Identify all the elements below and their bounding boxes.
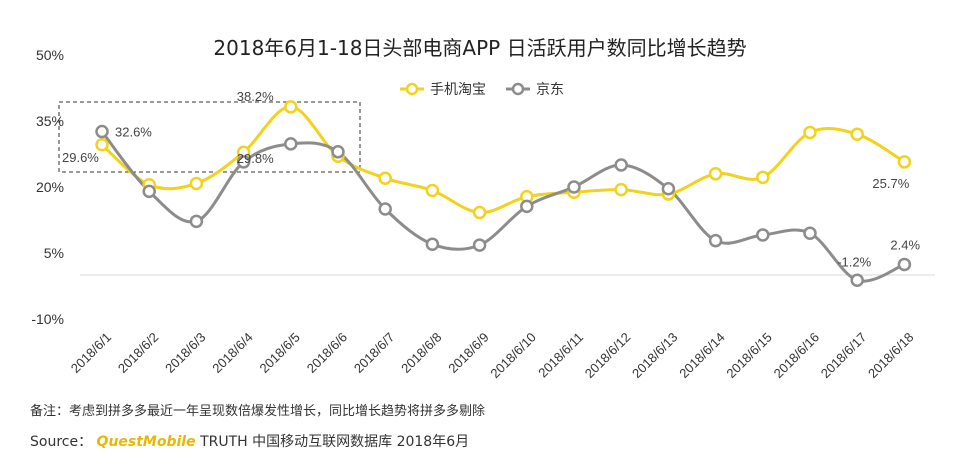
series-0-point: [756, 170, 770, 185]
legend-label-1: 京东: [536, 82, 564, 98]
series-1-point: [661, 182, 676, 196]
source-prefix: Source：: [30, 434, 93, 450]
questmobile-brand: QuestMobile: [96, 434, 196, 450]
series-0-point: [708, 167, 723, 181]
x-tick-label: 2018/6/15: [723, 330, 775, 382]
series-1-point: [708, 233, 723, 248]
x-tick-label: 2018/6/12: [582, 330, 634, 382]
legend: 手机淘宝 京东: [400, 82, 564, 98]
legend-marker-1: [511, 82, 525, 96]
series-1-point: [567, 180, 581, 194]
x-tick-label: 2018/6/1: [68, 330, 114, 376]
series-0-point: [897, 155, 912, 169]
legend-label-0: 手机淘宝: [430, 82, 486, 98]
x-tick-label: 2018/6/5: [257, 330, 303, 376]
y-tick-label: 5%: [44, 245, 64, 261]
series-1-point: [897, 257, 912, 272]
series-0-point: [425, 183, 440, 198]
legend-marker-0: [405, 82, 419, 96]
series-1-point: [331, 145, 345, 159]
series-1-point: [284, 137, 298, 151]
series-1-point: [142, 184, 156, 199]
series-1-point: [756, 228, 770, 242]
series-1-point: [425, 237, 440, 251]
series-1-point: [378, 202, 392, 216]
x-tick-label: 2018/6/6: [304, 330, 350, 376]
x-tick-label: 2018/6/18: [865, 330, 917, 382]
highlight-box: [58, 101, 361, 173]
series-layer: [95, 100, 912, 288]
series-0-point: [472, 205, 487, 220]
y-tick-label: 35%: [36, 113, 64, 129]
data-label: 38.2%: [237, 89, 274, 104]
data-label: 2.4%: [890, 237, 920, 252]
series-1-point: [803, 226, 817, 240]
y-tick-label: 50%: [36, 47, 64, 63]
x-tick-label: 2018/6/17: [818, 330, 870, 382]
series-0-point: [803, 125, 817, 140]
y-tick-label: 20%: [36, 179, 64, 195]
series-line-0: [101, 105, 906, 215]
highlight-box-rect: [58, 101, 361, 173]
series-1-point: [472, 238, 487, 252]
x-tick-label: 2018/6/16: [771, 330, 823, 382]
series-0-point: [189, 176, 204, 191]
data-labels: 29.6% 32.6% 38.2% 29.8% 25.7% -1.2% 2.4%: [62, 89, 920, 269]
x-tick-label: 2018/6/3: [162, 330, 208, 376]
series-1-point: [95, 124, 109, 139]
series-1-point: [614, 158, 628, 172]
x-axis: 2018/6/1 2018/6/2 2018/6/3 2018/6/4 2018/6/5…: [68, 330, 917, 382]
x-tick-label: 2018/6/11: [535, 330, 586, 381]
x-tick-label: 2018/6/4: [209, 330, 255, 376]
y-axis: 50% 35% 20% 5% -10%: [31, 47, 935, 327]
footnote: 备注：考虑到拼多多最近一年呈现数倍爆发性增长，同比增长趋势将拼多多剔除: [30, 404, 486, 419]
series-1-point: [850, 273, 864, 288]
series-0-point: [850, 127, 864, 141]
data-label: 32.6%: [115, 125, 152, 140]
x-tick-label: 2018/6/9: [445, 330, 491, 376]
x-tick-label: 2018/6/10: [487, 330, 539, 382]
series-0-point: [284, 100, 298, 114]
series-0-point: [95, 138, 109, 152]
series-1-point: [236, 155, 251, 169]
chart-title: 2018年6月1-18日头部电商APP 日活跃用户数同比增长趋势: [213, 36, 746, 60]
x-tick-label: 2018/6/7: [351, 330, 397, 376]
series-0-point: [378, 171, 392, 185]
data-label: 29.6%: [62, 150, 99, 165]
source-line: Source： QuestMobile TRUTH 中国移动互联网数据库 201…: [30, 431, 469, 451]
data-label: -1.2%: [837, 254, 871, 269]
data-label: 25.7%: [872, 176, 909, 191]
line-chart: 2018年6月1-18日头部电商APP 日活跃用户数同比增长趋势 手机淘宝 京东 …: [31, 36, 935, 382]
data-label: 29.8%: [237, 151, 274, 166]
series-1-point: [189, 214, 204, 229]
x-tick-label: 2018/6/13: [629, 330, 681, 382]
series-0-point: [614, 182, 628, 197]
x-tick-label: 2018/6/14: [676, 330, 728, 382]
source-rest: TRUTH 中国移动互联网数据库 2018年6月: [200, 434, 470, 450]
x-tick-label: 2018/6/2: [115, 330, 161, 376]
y-tick-label: -10%: [31, 311, 64, 327]
series-1-point: [520, 199, 534, 214]
x-tick-label: 2018/6/8: [398, 330, 444, 376]
